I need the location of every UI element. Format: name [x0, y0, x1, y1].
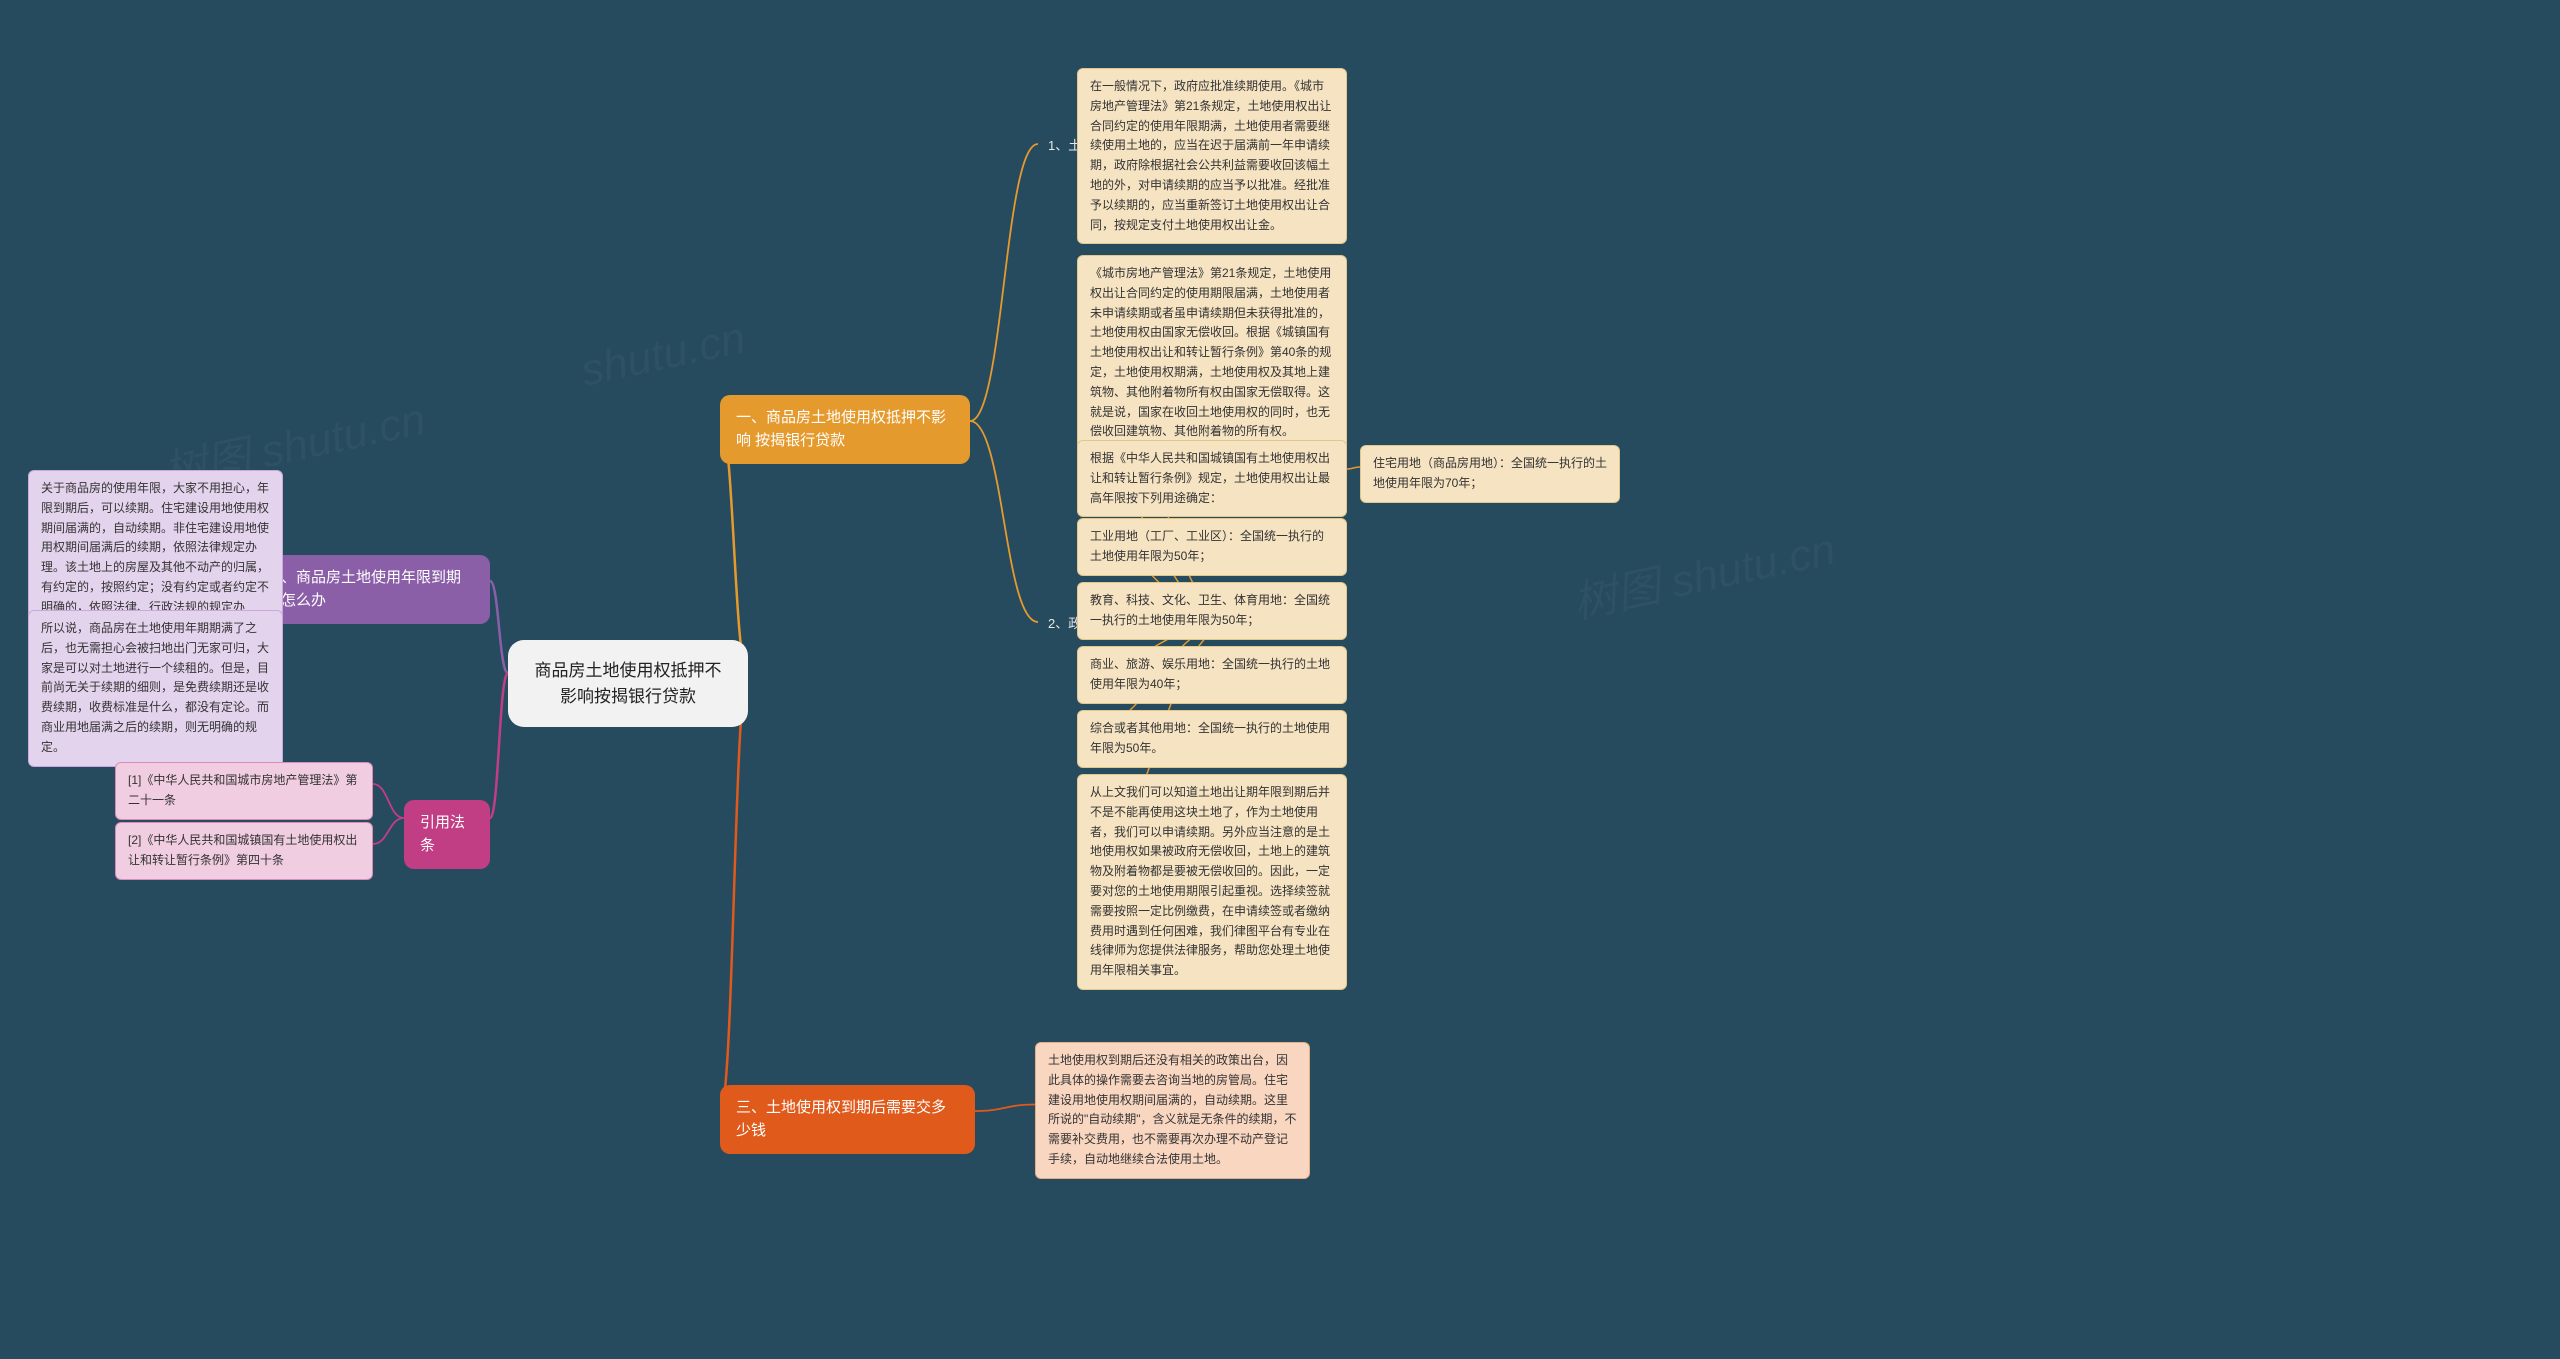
center-node: 商品房土地使用权抵押不 影响按揭银行贷款 [508, 640, 748, 727]
leaf-b4-0: [1]《中华人民共和国城市房地产管理法》第二十一条 [115, 762, 373, 820]
leaf-b1c2-1: 根据《中华人民共和国城镇国有土地使用权出让和转让暂行条例》规定，土地使用权出让最… [1077, 440, 1347, 517]
leaf-b3-0: 土地使用权到期后还没有相关的政策出台，因此具体的操作需要去咨询当地的房管局。住宅… [1035, 1042, 1310, 1179]
leaf-b1c2-4: 商业、旅游、娱乐用地：全国统一执行的土地使用年限为40年； [1077, 646, 1347, 704]
leaf-b1c1-0: 在一般情况下，政府应批准续期使用。《城市房地产管理法》第21条规定，土地使用权出… [1077, 68, 1347, 244]
branch-b4: 引用法条 [404, 800, 490, 869]
leaf-b1c2-1-sub: 住宅用地（商品房用地）：全国统一执行的土地使用年限为70年； [1360, 445, 1620, 503]
branch-b2: 二、商品房土地使用年限到期后怎么办 [250, 555, 490, 624]
branch-b3: 三、土地使用权到期后需要交多少钱 [720, 1085, 975, 1154]
leaf-b2-1: 所以说，商品房在土地使用年期期满了之后，也无需担心会被扫地出门无家可归，大家是可… [28, 610, 283, 767]
watermark: 树图 shutu.cn [1566, 513, 1840, 631]
leaf-b1c2-6: 从上文我们可以知道土地出让期年限到期后并不是不能再使用这块土地了，作为土地使用者… [1077, 774, 1347, 990]
branch-b1: 一、商品房土地使用权抵押不影响 按揭银行贷款 [720, 395, 970, 464]
leaf-b1c2-3: 教育、科技、文化、卫生、体育用地：全国统一执行的土地使用年限为50年； [1077, 582, 1347, 640]
leaf-b1c2-5: 综合或者其他用地：全国统一执行的土地使用年限为50年。 [1077, 710, 1347, 768]
leaf-b1c2-0: 《城市房地产管理法》第21条规定，土地使用权出让合同约定的使用期限届满，土地使用… [1077, 255, 1347, 451]
watermark: shutu.cn [577, 313, 750, 396]
leaf-b1c2-2: 工业用地（工厂、工业区）：全国统一执行的土地使用年限为50年； [1077, 518, 1347, 576]
leaf-b4-1: [2]《中华人民共和国城镇国有土地使用权出让和转让暂行条例》第四十条 [115, 822, 373, 880]
